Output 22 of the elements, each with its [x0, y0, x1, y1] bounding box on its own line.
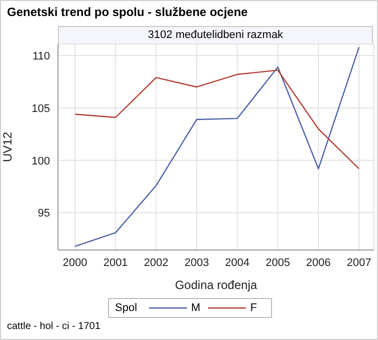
x-tick-label: 2007 — [346, 256, 372, 269]
x-tick-label: 2001 — [103, 256, 128, 269]
line-series — [74, 46, 360, 247]
x-tick-label: 2006 — [306, 256, 331, 269]
y-tick-label: 105 — [32, 102, 50, 115]
legend-label: F — [250, 302, 257, 314]
chart-title: Genetski trend po spolu - službene ocjene — [7, 5, 248, 19]
chart-subtitle: 3102 međutelidbeni razmak — [58, 26, 373, 44]
x-tick-label: 2002 — [144, 256, 168, 269]
x-tick-label: 2003 — [184, 256, 209, 269]
legend-label: M — [191, 302, 200, 314]
x-tick-label: 2004 — [225, 256, 250, 269]
x-tick-label: 2005 — [266, 256, 290, 269]
line-series — [74, 70, 360, 170]
x-axis-title: Godina rođenja — [174, 278, 258, 292]
y-axis-title: UV12 — [0, 132, 14, 162]
y-tick-label: 95 — [38, 208, 50, 220]
y-tick-label: 110 — [32, 50, 50, 62]
legend-title: Spol — [115, 302, 138, 314]
x-tick-label: 2000 — [62, 256, 88, 269]
y-tick-label: 100 — [32, 155, 50, 168]
text: cattle - hol - ci - 1701 — [7, 321, 100, 332]
